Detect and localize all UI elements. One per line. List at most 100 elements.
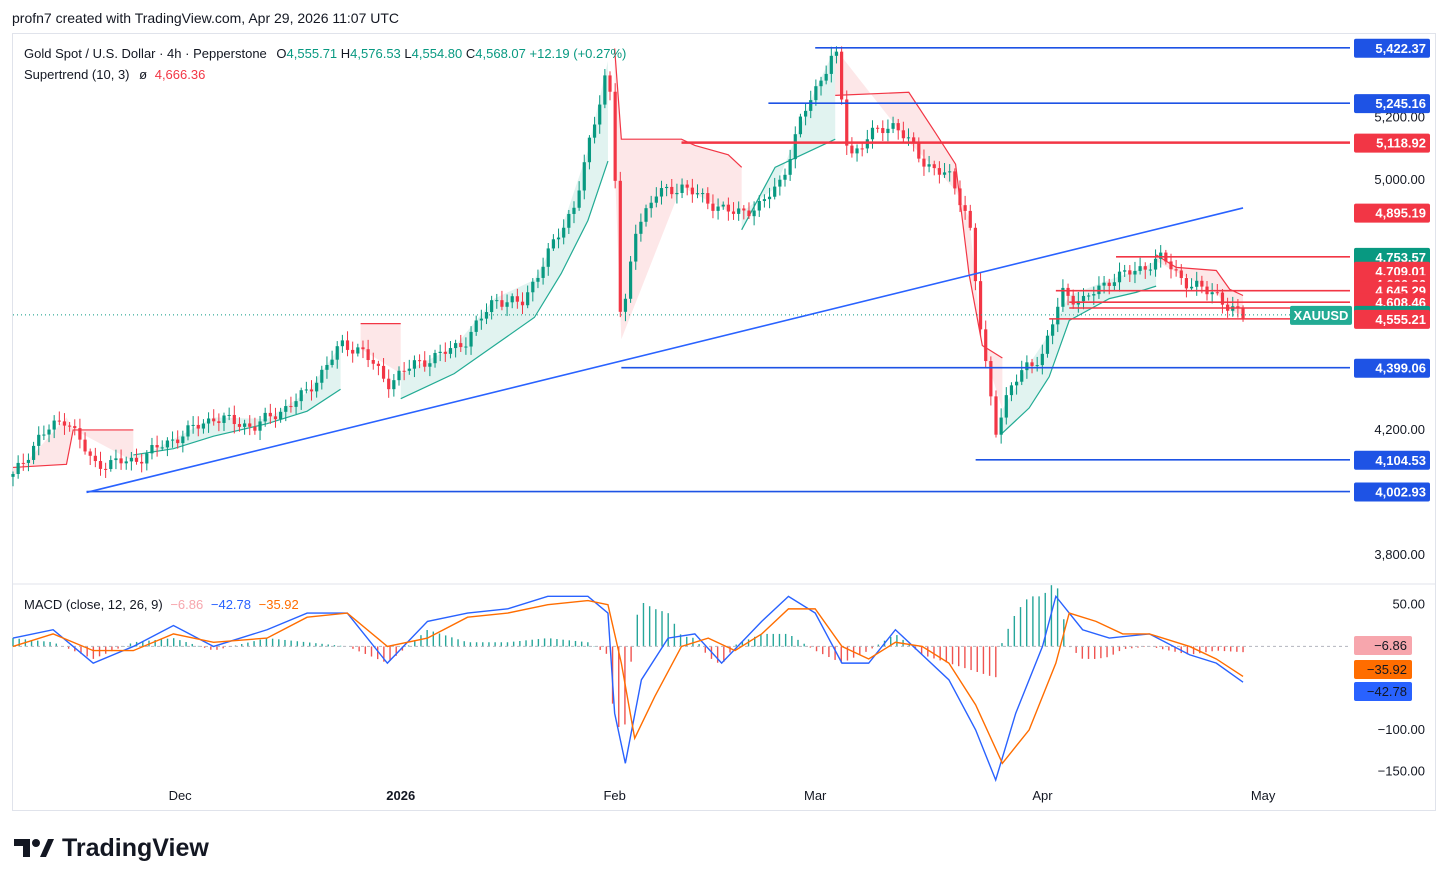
macd-legend: MACD (close, 12, 26, 9) −6.86 −42.78 −35… bbox=[24, 597, 299, 612]
candle-body bbox=[454, 343, 458, 349]
candle-body bbox=[330, 359, 334, 365]
candle-body bbox=[16, 462, 20, 475]
candle-body bbox=[1014, 381, 1019, 386]
candle-body bbox=[438, 351, 442, 353]
candle-body bbox=[140, 461, 144, 464]
supertrend-line-3 bbox=[400, 160, 609, 400]
candle-body bbox=[608, 75, 612, 92]
candle-body bbox=[83, 439, 87, 452]
price-tag-label: 4,709.01 bbox=[1375, 264, 1426, 279]
candle-body bbox=[150, 445, 154, 454]
candle-body bbox=[757, 200, 761, 211]
price-tag-box bbox=[1354, 450, 1430, 470]
candle-body bbox=[958, 188, 962, 206]
candle-body bbox=[932, 164, 936, 169]
candle-body bbox=[165, 440, 169, 448]
candle-body bbox=[500, 300, 504, 307]
candle-body bbox=[876, 127, 880, 129]
candle-body bbox=[1087, 295, 1091, 297]
candle-body bbox=[762, 199, 767, 201]
price-tag-label: 4,399.06 bbox=[1375, 361, 1426, 376]
candle-body bbox=[294, 401, 298, 407]
candle-body bbox=[1051, 324, 1055, 336]
price-tag-label: 4,895.19 bbox=[1375, 206, 1426, 221]
candle-body bbox=[484, 312, 489, 319]
candle-body bbox=[1117, 271, 1122, 283]
candle-body bbox=[145, 453, 149, 464]
supertrend-line-0 bbox=[12, 429, 134, 469]
candle-body bbox=[464, 346, 468, 348]
candle-body bbox=[639, 221, 643, 234]
supertrend-line-1 bbox=[133, 388, 341, 456]
candle-body bbox=[170, 439, 175, 441]
candle-body bbox=[783, 174, 787, 180]
candle-body bbox=[711, 203, 715, 211]
candle-body bbox=[304, 389, 308, 391]
candle-body bbox=[845, 99, 849, 146]
supertrend-line-7 bbox=[1001, 285, 1157, 434]
candle-body bbox=[402, 370, 406, 372]
candle-body bbox=[1220, 292, 1225, 305]
candle-body bbox=[1097, 285, 1101, 295]
price-legend: Gold Spot / U.S. Dollar · 4h · Peppersto… bbox=[24, 46, 626, 61]
candle-body bbox=[42, 434, 46, 436]
candle-body bbox=[351, 349, 355, 354]
candle-body bbox=[1133, 270, 1137, 275]
price-tick-label: 3,800.00 bbox=[1374, 547, 1425, 562]
supertrend-fill-3 bbox=[400, 61, 608, 399]
candle-body bbox=[1200, 280, 1204, 287]
candle-body bbox=[78, 428, 82, 440]
candle-body bbox=[742, 208, 746, 211]
price-tag-label: 5,245.16 bbox=[1375, 96, 1426, 111]
candle-body bbox=[1020, 370, 1024, 382]
candle-body bbox=[773, 186, 777, 197]
macd-tag-box bbox=[1354, 636, 1412, 655]
legend-instrument: Gold Spot / U.S. Dollar · 4h · Peppersto… bbox=[24, 46, 267, 61]
candle-body bbox=[1179, 270, 1183, 279]
candle-body bbox=[57, 420, 61, 422]
candle-body bbox=[366, 349, 370, 361]
candle-body bbox=[1169, 261, 1173, 270]
candle-body bbox=[721, 204, 725, 207]
candle-body bbox=[417, 360, 422, 362]
chart-caption: profn7 created with TradingView.com, Apr… bbox=[12, 10, 400, 26]
candle-body bbox=[562, 227, 566, 238]
candle-body bbox=[603, 75, 607, 105]
candle-body bbox=[222, 415, 226, 423]
tradingview-logo[interactable]: TradingView bbox=[14, 834, 209, 863]
candle-body bbox=[675, 192, 679, 195]
candle-body bbox=[1061, 287, 1065, 307]
candle-body bbox=[345, 340, 350, 350]
candle-body bbox=[62, 421, 67, 426]
supertrend-line-6 bbox=[835, 91, 1003, 359]
candle-body bbox=[896, 123, 900, 131]
candle-body bbox=[978, 281, 983, 330]
candle-body bbox=[237, 424, 242, 427]
candle-body bbox=[824, 73, 828, 81]
candle-body bbox=[546, 248, 550, 267]
macd-line-value: −42.78 bbox=[210, 597, 251, 612]
candle-body bbox=[412, 360, 417, 369]
candle-body bbox=[1159, 252, 1163, 259]
price-tag-box bbox=[1354, 38, 1430, 58]
price-tag-label: 5,118.92 bbox=[1376, 136, 1426, 151]
candle-body bbox=[665, 186, 669, 189]
candle-body bbox=[98, 461, 103, 469]
candle-body bbox=[752, 210, 756, 217]
candle-body bbox=[598, 104, 602, 125]
candle-body bbox=[587, 137, 592, 163]
candle-body bbox=[1184, 278, 1189, 289]
candle-body bbox=[917, 142, 921, 159]
candle-body bbox=[201, 423, 206, 429]
macd-tag-label: −42.78 bbox=[1367, 684, 1407, 699]
candle-body bbox=[1035, 365, 1039, 367]
candle-body bbox=[582, 162, 586, 191]
candle-body bbox=[1143, 266, 1147, 270]
candle-body bbox=[1092, 294, 1096, 296]
candle-body bbox=[68, 425, 72, 427]
candle-body bbox=[706, 193, 710, 204]
candle-body bbox=[701, 193, 705, 195]
candle-body bbox=[572, 207, 576, 214]
macd-hist-value: −6.86 bbox=[170, 597, 204, 612]
